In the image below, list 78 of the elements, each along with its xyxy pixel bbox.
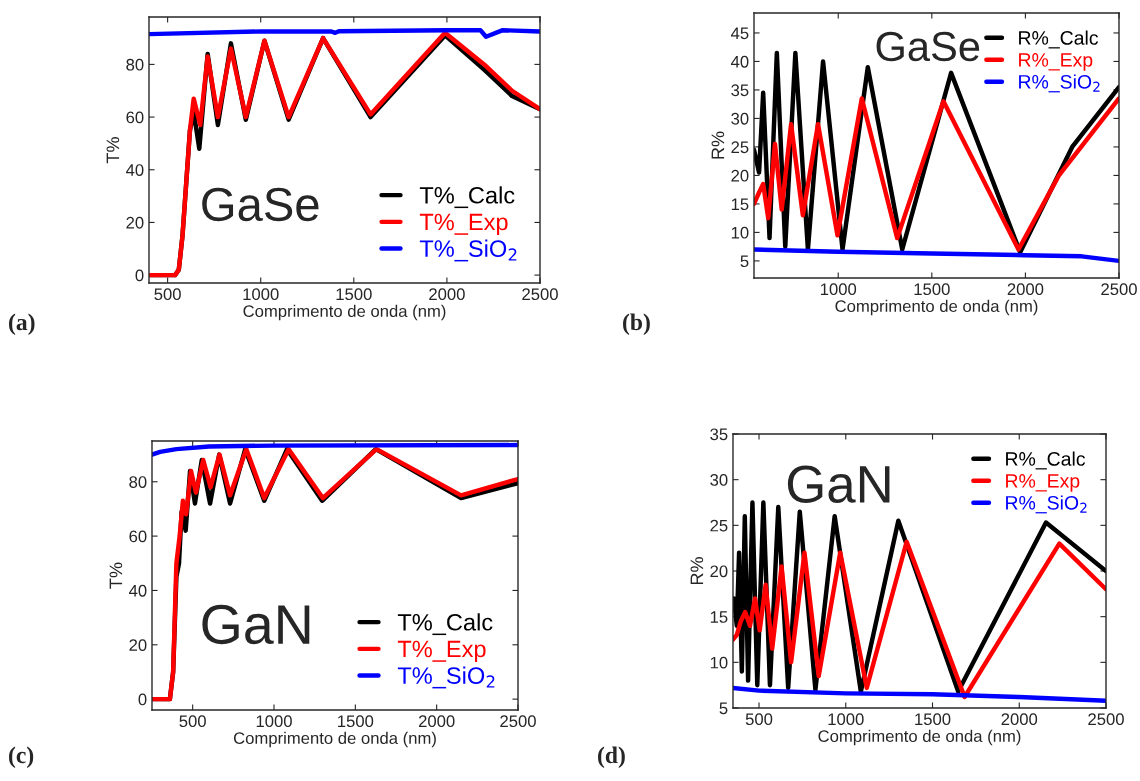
- x-tick-label: 2500: [1088, 713, 1124, 726]
- y-tick-label: 80: [129, 476, 147, 488]
- x-tick-label: 2500: [500, 715, 536, 728]
- x-tick-label: 1500: [915, 713, 951, 726]
- y-tick-label: 10: [731, 226, 749, 239]
- y-axis-title: R%: [711, 131, 725, 159]
- y-tick-label: 20: [731, 169, 749, 182]
- y-tick-label: 60: [129, 530, 147, 543]
- x-axis-title: Comprimento de onda (nm): [243, 304, 446, 321]
- legend-label: T%_Calc: [397, 613, 493, 636]
- y-tick-label: 30: [731, 112, 749, 125]
- legend-label: T%_Exp: [419, 213, 508, 236]
- x-tick-label: 2000: [1001, 713, 1038, 726]
- x-tick-label: 2000: [418, 715, 455, 728]
- y-tick-label: 45: [730, 27, 749, 40]
- line-series: [733, 685, 1106, 703]
- y-tick-label: 40: [128, 584, 147, 597]
- x-tick-label: 1000: [243, 288, 279, 301]
- legend-label: R%_Calc: [1019, 30, 1099, 49]
- text: (d): [598, 746, 625, 768]
- line-series: [754, 96, 1119, 252]
- legend-label: R%_Exp: [1006, 474, 1080, 492]
- y-tick-label: 25: [731, 141, 749, 154]
- x-tick-label: 1000: [828, 713, 864, 726]
- legend-label: T%_SiO$_{2}$: [397, 666, 495, 689]
- y-tick-label: 30: [710, 474, 728, 486]
- x-tick-label: 1500: [914, 283, 950, 296]
- line-series: [754, 247, 1119, 264]
- x-tick-label: 500: [179, 715, 206, 728]
- y-tick-label: 35: [710, 428, 728, 441]
- y-tick-label: 35: [731, 84, 749, 97]
- y-tick-label: 15: [710, 611, 728, 623]
- x-tick-label: 1000: [256, 715, 292, 728]
- x-tick-label: 1000: [820, 283, 857, 296]
- y-tick-label: 20: [129, 639, 147, 651]
- y-axis-title: T%: [106, 137, 120, 164]
- text: (a): [9, 313, 35, 335]
- legend-label: R%_SiO$_{2}$: [1019, 74, 1100, 93]
- x-axis-title: Comprimento de onda (nm): [835, 299, 1038, 316]
- x-tick-label: 2000: [429, 288, 465, 301]
- x-tick-label: 2000: [1007, 283, 1044, 296]
- x-tick-label: 500: [745, 713, 773, 726]
- y-axis-title: T%: [109, 562, 123, 589]
- annotation: GaN: [202, 604, 310, 645]
- annotation: GaN: [787, 465, 890, 503]
- x-tick-label: 2500: [1101, 283, 1137, 296]
- annotation: GaSe: [876, 31, 980, 62]
- x-tick-label: 2500: [522, 288, 558, 301]
- y-tick-label: 20: [126, 216, 144, 229]
- y-tick-label: 20: [710, 565, 728, 578]
- legend-label: T%_SiO$_{2}$: [419, 239, 517, 262]
- y-tick-label: 0: [135, 269, 144, 282]
- text: (c): [9, 746, 34, 768]
- text: (b): [623, 313, 650, 335]
- y-tick-label: 5: [719, 702, 728, 715]
- y-tick-label: 10: [710, 656, 728, 669]
- legend-label: T%_Calc: [419, 186, 515, 209]
- x-axis-title: Comprimento de onda (nm): [818, 729, 1021, 746]
- y-tick-label: 15: [731, 198, 749, 211]
- line-series: [149, 27, 540, 39]
- x-axis-title: Comprimento de onda (nm): [233, 731, 436, 748]
- y-tick-label: 60: [126, 111, 144, 124]
- y-tick-label: 40: [125, 164, 144, 176]
- x-tick-label: 1500: [338, 715, 374, 728]
- legend-label: R%_Exp: [1019, 53, 1093, 71]
- x-tick-label: 1500: [336, 288, 372, 301]
- y-tick-label: 80: [126, 58, 144, 71]
- y-tick-label: 25: [710, 519, 728, 532]
- line-series: [733, 539, 1106, 700]
- x-tick-label: 500: [154, 288, 181, 301]
- legend-label: R%_SiO$_{2}$: [1006, 495, 1087, 514]
- legend-label: R%_Calc: [1006, 451, 1086, 470]
- annotation: GaSe: [202, 187, 319, 222]
- legend-label: T%_Exp: [397, 640, 486, 663]
- y-tick-label: 0: [138, 693, 147, 706]
- y-axis-title: R%: [690, 557, 704, 585]
- y-tick-label: 40: [730, 55, 749, 68]
- y-tick-label: 5: [740, 255, 749, 268]
